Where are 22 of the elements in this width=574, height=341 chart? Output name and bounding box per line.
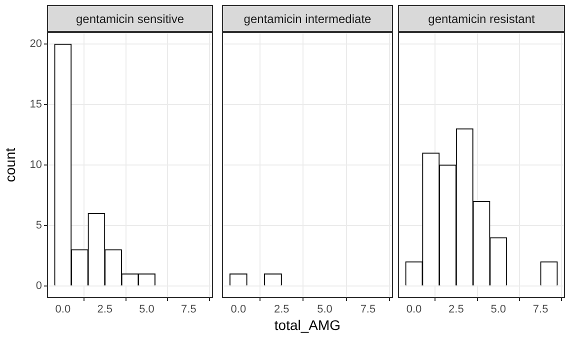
chart-title: gentamicin intermediate (222, 5, 393, 32)
x-tick-label: 2.5 (274, 304, 290, 316)
x-tick-label: 2.5 (97, 304, 112, 316)
x-tick-label: 0.0 (406, 304, 422, 316)
x-tick-label: 5.0 (139, 304, 154, 316)
x-tick-label: 5.0 (317, 304, 332, 316)
x-tick-label: 7.5 (532, 304, 548, 316)
y-tick-label: 5 (36, 219, 42, 232)
y-axis-title: count (1, 146, 19, 184)
y-tick-label: 20 (30, 38, 42, 50)
x-tick-label: 7.5 (181, 304, 196, 316)
x-axis-title: total_AMG (273, 317, 342, 333)
y-tick-label: 0 (36, 280, 42, 292)
y-tick-label: 10 (30, 159, 42, 172)
x-tick-label: 0.0 (230, 304, 246, 316)
x-tick-label: 7.5 (360, 304, 376, 316)
y-tick-label: 15 (30, 98, 42, 111)
chart-title: gentamicin sensitive (47, 5, 213, 32)
chart-title: gentamicin resistant (398, 5, 565, 32)
x-tick-label: 2.5 (448, 304, 464, 316)
x-tick-label: 0.0 (55, 304, 71, 316)
x-tick-label: 5.0 (490, 304, 506, 316)
